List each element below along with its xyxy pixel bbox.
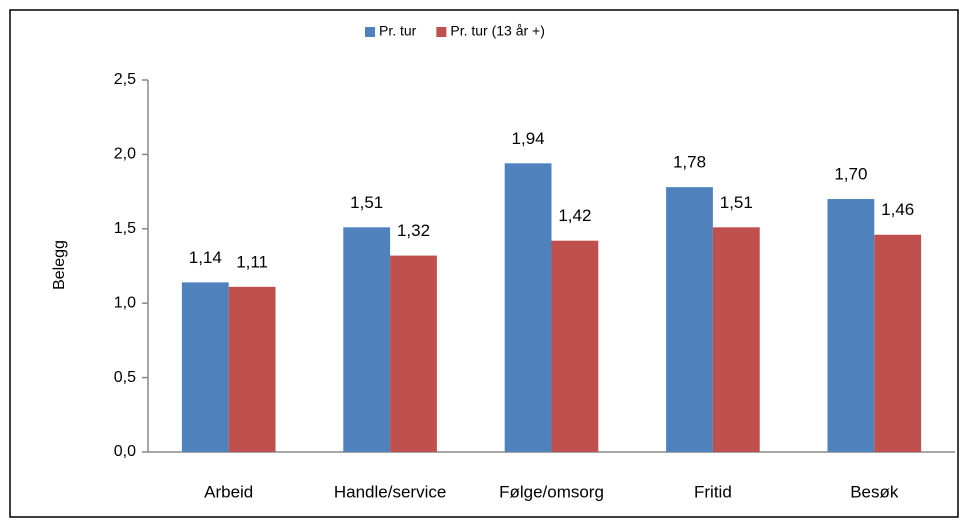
value-label: 1,70 [834, 165, 867, 184]
y-tick-label: 2,5 [114, 71, 136, 88]
bar [874, 234, 922, 452]
y-tick-label: 2,0 [114, 146, 136, 163]
bar [666, 187, 713, 453]
x-tick-label: Fritid [694, 482, 732, 501]
bar [228, 286, 276, 452]
value-label: 1,42 [558, 206, 591, 225]
legend-label: Pr. tur (13 år +) [450, 23, 545, 39]
chart-border [9, 9, 959, 518]
bar [712, 227, 760, 452]
legend-swatch [436, 27, 447, 37]
value-label: 1,51 [350, 193, 383, 212]
y-tick-label: 1,5 [114, 220, 136, 237]
x-tick-label: Handle/service [334, 482, 446, 501]
value-label: 1,78 [673, 153, 706, 172]
y-tick-label: 1,0 [114, 294, 136, 311]
x-tick-label: Besøk [850, 482, 899, 501]
legend-swatch [365, 27, 375, 37]
bar [827, 199, 875, 452]
value-label: 1,32 [397, 221, 430, 240]
y-axis-title: Belegg [51, 240, 68, 290]
value-label: 1,14 [189, 248, 222, 267]
bar [551, 240, 599, 452]
value-label: 1,94 [512, 129, 545, 148]
value-label: 1,11 [236, 252, 268, 271]
y-tick-label: 0,0 [114, 443, 136, 460]
value-label: 1,51 [720, 193, 753, 212]
bar [343, 227, 391, 452]
x-tick-label: Arbeid [204, 482, 253, 501]
value-label: 1,46 [881, 200, 914, 219]
bar [504, 163, 552, 452]
legend-label: Pr. tur [379, 23, 417, 39]
bar [181, 282, 229, 452]
bar [390, 255, 437, 452]
x-tick-label: Følge/omsorg [499, 482, 604, 501]
y-tick-label: 0,5 [114, 369, 136, 386]
